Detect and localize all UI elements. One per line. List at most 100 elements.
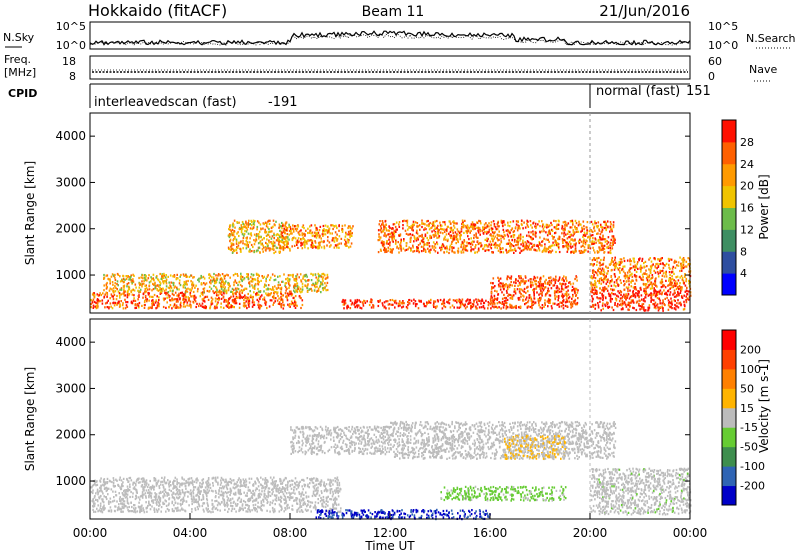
heatmap-cell bbox=[513, 220, 515, 222]
heatmap-cell bbox=[407, 220, 409, 222]
heatmap-cell bbox=[653, 299, 655, 301]
heatmap-cell bbox=[619, 262, 621, 264]
heatmap-cell bbox=[510, 278, 512, 280]
heatmap-cell bbox=[574, 226, 576, 228]
heatmap-cell bbox=[351, 227, 353, 229]
heatmap-cell bbox=[275, 221, 277, 223]
heatmap-cell bbox=[657, 291, 659, 293]
heatmap-cell bbox=[503, 220, 505, 222]
heatmap-cell bbox=[406, 245, 408, 247]
heatmap-cell bbox=[607, 226, 609, 228]
heatmap-cell bbox=[134, 289, 136, 291]
heatmap-cell bbox=[267, 276, 269, 278]
heatmap-cell bbox=[249, 285, 251, 287]
heatmap-cell bbox=[285, 296, 287, 298]
heatmap-cell bbox=[511, 228, 513, 230]
heatmap-cell bbox=[527, 286, 529, 288]
heatmap-cell bbox=[254, 288, 256, 290]
heatmap-cell bbox=[528, 297, 530, 299]
heatmap-cell bbox=[421, 223, 423, 225]
heatmap-cell bbox=[514, 249, 516, 251]
heatmap-cell bbox=[403, 238, 405, 240]
heatmap-cell bbox=[390, 299, 392, 301]
heatmap-cell bbox=[525, 275, 527, 277]
heatmap-cell bbox=[170, 274, 172, 276]
heatmap-cell bbox=[605, 297, 607, 299]
heatmap-cell bbox=[517, 229, 519, 231]
heatmap-cell bbox=[598, 257, 600, 259]
heatmap-cell bbox=[335, 244, 337, 246]
heatmap-cell bbox=[395, 231, 397, 233]
heatmap-cell bbox=[276, 239, 278, 241]
heatmap-cell bbox=[154, 283, 156, 285]
heatmap-cell bbox=[268, 241, 270, 243]
heatmap-cell bbox=[273, 289, 275, 291]
heatmap-cell bbox=[326, 285, 328, 287]
heatmap-cell bbox=[196, 303, 198, 305]
heatmap-cell bbox=[644, 292, 646, 294]
heatmap-cell bbox=[668, 264, 670, 266]
heatmap-cell bbox=[470, 302, 472, 304]
heatmap-cell bbox=[611, 292, 613, 294]
heatmap-cell bbox=[223, 296, 225, 298]
heatmap-cell bbox=[452, 230, 454, 232]
heatmap-cell bbox=[358, 299, 360, 301]
heatmap-cell bbox=[453, 306, 455, 308]
heatmap-cell bbox=[528, 245, 530, 247]
heatmap-cell bbox=[123, 278, 125, 280]
heatmap-cell bbox=[669, 294, 671, 296]
heatmap-cell bbox=[265, 280, 267, 282]
heatmap-cell bbox=[491, 247, 493, 249]
heatmap-cell bbox=[251, 221, 253, 223]
heatmap-cell bbox=[386, 242, 388, 244]
heatmap-cell bbox=[593, 227, 595, 229]
heatmap-cell bbox=[174, 276, 176, 278]
heatmap-cell bbox=[478, 248, 480, 250]
heatmap-cell bbox=[234, 300, 236, 302]
heatmap-cell bbox=[610, 288, 612, 290]
heatmap-cell bbox=[518, 235, 520, 237]
heatmap-cell bbox=[430, 299, 432, 301]
heatmap-cell bbox=[623, 257, 625, 259]
heatmap-cell bbox=[144, 285, 146, 287]
heatmap-cell bbox=[129, 496, 131, 498]
heatmap-cell bbox=[274, 285, 276, 287]
heatmap-cell bbox=[297, 247, 299, 249]
heatmap-cell bbox=[234, 279, 236, 281]
heatmap-cell bbox=[479, 306, 481, 308]
heatmap-cell bbox=[592, 289, 594, 291]
noise-panel bbox=[90, 22, 690, 49]
heatmap-cell bbox=[255, 238, 257, 240]
heatmap-cell bbox=[296, 244, 298, 246]
heatmap-cell bbox=[432, 247, 434, 249]
heatmap-cell bbox=[236, 302, 238, 304]
heatmap-cell bbox=[468, 238, 470, 240]
heatmap-cell bbox=[606, 283, 608, 285]
heatmap-cell bbox=[602, 308, 604, 310]
heatmap-cell bbox=[90, 303, 92, 305]
heatmap-cell bbox=[176, 295, 178, 297]
heatmap-cell bbox=[419, 224, 421, 226]
heatmap-cell bbox=[573, 243, 575, 245]
heatmap-cell bbox=[385, 224, 387, 226]
heatmap-cell bbox=[302, 237, 304, 239]
heatmap-cell bbox=[627, 275, 629, 277]
heatmap-cell bbox=[116, 298, 118, 300]
heatmap-cell bbox=[659, 302, 661, 304]
heatmap-cell bbox=[269, 305, 271, 307]
heatmap-cell bbox=[687, 257, 689, 259]
heatmap-cell bbox=[634, 269, 636, 271]
heatmap-cell bbox=[450, 231, 452, 233]
heatmap-cell bbox=[449, 248, 451, 250]
heatmap-cell bbox=[480, 222, 482, 224]
heatmap-cell bbox=[379, 223, 381, 225]
heatmap-cell bbox=[594, 308, 596, 310]
heatmap-cell bbox=[467, 245, 469, 247]
heatmap-cell bbox=[566, 295, 568, 297]
heatmap-cell bbox=[254, 285, 256, 287]
heatmap-cell bbox=[323, 241, 325, 243]
heatmap-cell bbox=[537, 244, 539, 246]
heatmap-cell bbox=[234, 298, 236, 300]
heatmap-cell bbox=[671, 284, 673, 286]
